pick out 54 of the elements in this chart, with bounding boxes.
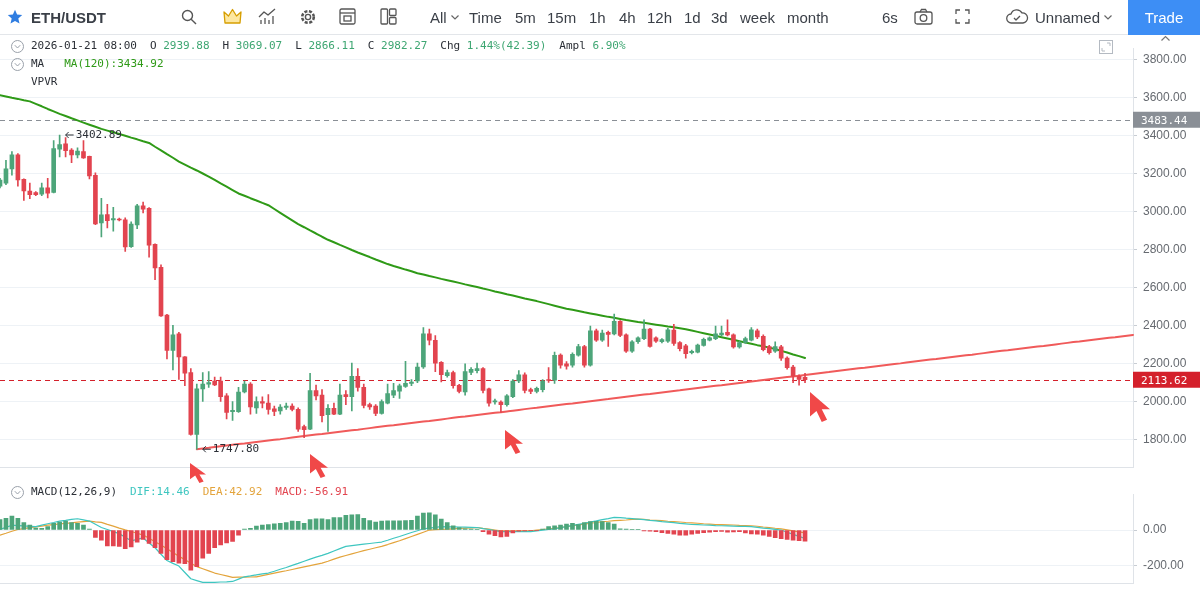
bar [665,530,671,534]
y-tick-label: 3600.00 [1143,89,1187,104]
text: All [430,9,447,26]
text: month [787,9,829,26]
text: 12h [647,9,673,26]
annotation: 1747.80 [212,442,260,456]
annotation: C 2982.27 [367,38,428,52]
y-tick-label: 2200.00 [1143,355,1187,370]
text: DIF:14.46 [130,484,190,498]
series-label: MACD:-56.91 [275,484,349,498]
y-tick-label: 2400.00 [1143,317,1187,332]
legend-title: MA [31,56,45,70]
bar [140,530,146,540]
button: Trade [1128,0,1200,35]
text: 15m [547,9,577,26]
y-tick-label: 0.00 [1143,522,1167,537]
bar [307,519,313,530]
y-tick-label: 3400.00 [1143,127,1187,142]
text: DEA:42.92 [202,484,263,498]
text: 4h [619,9,636,26]
y-tick-label: 1800.00 [1143,431,1187,446]
annotation: Chg 1.44%(42.39) [440,38,547,52]
text: ETH/USDT [31,9,106,26]
bar [504,530,510,537]
annotation: 3402.89 [75,127,122,141]
bar [659,530,665,533]
annotation: 2026-01-21 08:00 [31,38,137,52]
bar [331,517,337,530]
chart-title: MACD(12,26,9) [31,484,118,498]
text: 3d [711,9,728,26]
ref-line-label: 2113.62 [1141,373,1188,387]
y-tick-label: 3800.00 [1143,51,1187,66]
text: 5m [515,9,536,26]
y-tick-label: 2600.00 [1143,279,1187,294]
bar [325,519,331,530]
text: 6s [882,9,898,26]
text: Unnamed [1035,9,1101,26]
y-tick-label: 3200.00 [1143,165,1187,180]
annotation: L 2866.11 [295,38,355,52]
y-tick-label: -200.00 [1143,558,1185,573]
y-tick-label: 2800.00 [1143,241,1187,256]
annotation: O 2939.88 [149,38,210,52]
ref-line-label: 3483.44 [1141,113,1188,127]
text: week [740,9,776,26]
annotation: VPVR [31,74,58,88]
bar [313,518,319,530]
y-tick-label: 2000.00 [1143,393,1187,408]
text: MA(120):3434.92 [64,56,164,70]
text: 1h [589,9,606,26]
y-tick-label: 3000.00 [1143,203,1187,218]
text: 1d [684,9,701,26]
annotation: Ampl 6.90% [559,38,626,52]
annotation: H 3069.07 [222,38,283,52]
text: Time [469,9,502,26]
